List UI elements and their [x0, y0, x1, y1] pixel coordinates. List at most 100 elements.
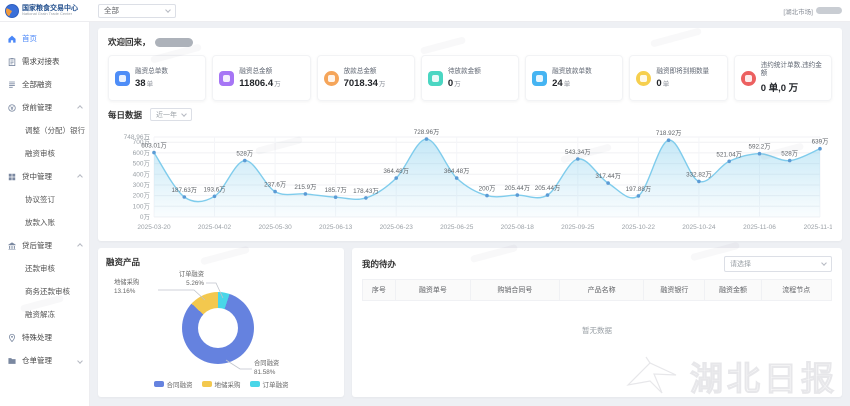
data-point[interactable] — [454, 176, 459, 181]
sidebar-item-home[interactable]: 首页 — [0, 27, 89, 50]
stat-value: 7018.34 — [343, 77, 378, 89]
data-point-label: 178.43万 — [353, 187, 379, 195]
legend-item[interactable]: 地储采购 — [201, 379, 241, 389]
sidebar-item-label: 协议签订 — [25, 195, 55, 204]
data-point-label: 237.6万 — [264, 181, 286, 189]
data-point[interactable] — [757, 152, 762, 156]
sidebar-item-biz-repay-review[interactable]: 商务还款审核 — [0, 280, 89, 303]
x-axis-tick: 2025-10-24 — [682, 224, 716, 231]
stat-label: 融资总金额 — [239, 67, 273, 75]
chevron-down-icon — [77, 357, 83, 364]
stat-label: 融资放款单数 — [552, 67, 592, 75]
data-point[interactable] — [303, 192, 308, 197]
sidebar-item-label: 贷后管理 — [22, 241, 52, 250]
sidebar-item-label: 贷前管理 — [22, 103, 52, 112]
daily-chart-title: 每日数据 — [108, 109, 143, 120]
data-point[interactable] — [606, 181, 610, 186]
data-point[interactable] — [697, 180, 701, 184]
data-point[interactable] — [787, 159, 792, 163]
data-point[interactable] — [545, 193, 550, 198]
pie-slice-percent: 5.26% — [186, 279, 204, 287]
data-point-label: 317.44万 — [595, 173, 621, 181]
sidebar-item-demand-table[interactable]: 需求对接表 — [0, 50, 89, 73]
stat-value: 0 — [447, 77, 454, 89]
x-axis-tick: 2025-08-18 — [501, 224, 535, 231]
stat-card-disbursed-orders[interactable]: 融资放款单数 24单 — [525, 55, 624, 102]
data-point-label: 603.01万 — [141, 142, 167, 150]
stat-card-expiring-count[interactable]: 融资即将到期数量 0单 — [629, 55, 728, 102]
sidebar-item-warehouse-receipt[interactable]: 仓单管理 — [0, 349, 89, 372]
stat-unit: 万 — [274, 80, 281, 88]
clipboard-icon — [7, 57, 17, 67]
market-select[interactable]: 全部 — [98, 3, 176, 18]
data-point-label: 364.48万 — [383, 168, 409, 176]
x-axis-tick: 2025-03-20 — [137, 224, 171, 231]
data-point-label: 521.04万 — [716, 151, 742, 159]
data-point[interactable] — [485, 194, 489, 198]
data-point[interactable] — [364, 196, 368, 201]
legend-item[interactable]: 合同融资 — [153, 379, 193, 389]
stat-card-default-stats[interactable]: 违约统计单数,违约金额 0 单,0 万 — [733, 55, 832, 102]
todo-column-header: 流程节点 — [760, 279, 833, 302]
sidebar-item-financing-unfreeze[interactable]: 融资解冻 — [0, 303, 89, 326]
data-point-label: 193.6万 — [203, 186, 225, 194]
chevron-up-icon — [77, 173, 83, 180]
todo-table: 序号 融资单号 购销合同号 产品名称 融资银行 融资金额 流程节点 — [362, 279, 833, 302]
data-point[interactable] — [818, 147, 822, 151]
sidebar-item-financing-review[interactable]: 融资审核 — [0, 142, 89, 165]
sidebar-item-repay-review[interactable]: 还款审核 — [0, 257, 89, 280]
sidebar-item-label: 首页 — [22, 34, 37, 43]
stat-label: 融资即将到期数量 — [656, 67, 710, 75]
data-point[interactable] — [152, 151, 156, 155]
stat-card-total-orders[interactable]: 融资总单数 38单 — [108, 55, 207, 102]
data-point[interactable] — [212, 194, 217, 199]
data-point-label: 639万 — [812, 138, 829, 146]
sidebar-item-label: 融资解冻 — [25, 310, 55, 319]
sidebar-item-special-handling[interactable]: 特殊处理 — [0, 326, 89, 349]
sidebar-item-label: 贷中管理 — [22, 172, 52, 181]
todo-filter-select[interactable]: 请选择 — [724, 256, 832, 273]
legend-label: 订单融资 — [262, 382, 289, 390]
sidebar-item-label: 放款入账 — [25, 218, 55, 227]
sidebar-item-post-loan[interactable]: 贷后管理 — [0, 234, 89, 257]
sidebar-item-mid-loan[interactable]: 贷中管理 — [0, 165, 89, 188]
brand-logo-icon — [5, 3, 19, 18]
donut-chart[interactable] — [182, 292, 254, 365]
data-point[interactable] — [182, 195, 187, 200]
data-point[interactable] — [727, 159, 731, 164]
sidebar-item-agreement-sign[interactable]: 协议签订 — [0, 188, 89, 211]
data-point[interactable] — [424, 137, 429, 142]
stat-value: 0 单,0 万 — [760, 83, 799, 95]
todo-column-header: 融资单号 — [394, 279, 471, 302]
data-point[interactable] — [515, 193, 520, 198]
data-point[interactable] — [243, 159, 247, 163]
data-point[interactable] — [394, 176, 399, 181]
data-point-label: 543.34万 — [565, 148, 591, 156]
brand-title: 国家粮食交易中心 — [22, 4, 78, 12]
sidebar-item-adjust-bank[interactable]: 调整（分配）银行 — [0, 119, 89, 142]
brand-subtitle: National Grain Trade Center — [22, 11, 73, 17]
legend-item[interactable]: 订单融资 — [249, 379, 289, 390]
data-point[interactable] — [333, 195, 338, 200]
data-point[interactable] — [273, 190, 277, 194]
stat-value: 38 — [135, 77, 146, 89]
sidebar-item-all-financing[interactable]: 全部融资 — [0, 73, 89, 96]
data-point[interactable] — [636, 194, 641, 199]
coin-icon — [323, 70, 339, 86]
sidebar-item-label: 全部融资 — [22, 80, 52, 89]
stat-card-total-amount[interactable]: 融资总金额 11806.4万 — [212, 55, 311, 102]
todo-column-header: 购销合同号 — [469, 279, 560, 302]
data-point[interactable] — [666, 138, 671, 143]
todo-filter-value: 请选择 — [730, 261, 751, 269]
date-range-select[interactable]: 近一年 — [150, 108, 193, 122]
sidebar-item-label: 融资审核 — [25, 149, 55, 158]
stat-card-disbursed-amount[interactable]: 放款总金额 7018.34万 — [316, 55, 415, 102]
stat-card-pending-amount[interactable]: 待放款金额 0万 — [420, 55, 520, 102]
sidebar-item-pre-loan[interactable]: 贷前管理 — [0, 96, 89, 119]
data-point[interactable] — [576, 157, 580, 162]
document-icon — [115, 70, 130, 86]
sidebar-item-disbursement-entry[interactable]: 放款入账 — [0, 211, 89, 234]
data-point-label: 197.88万 — [626, 185, 652, 193]
